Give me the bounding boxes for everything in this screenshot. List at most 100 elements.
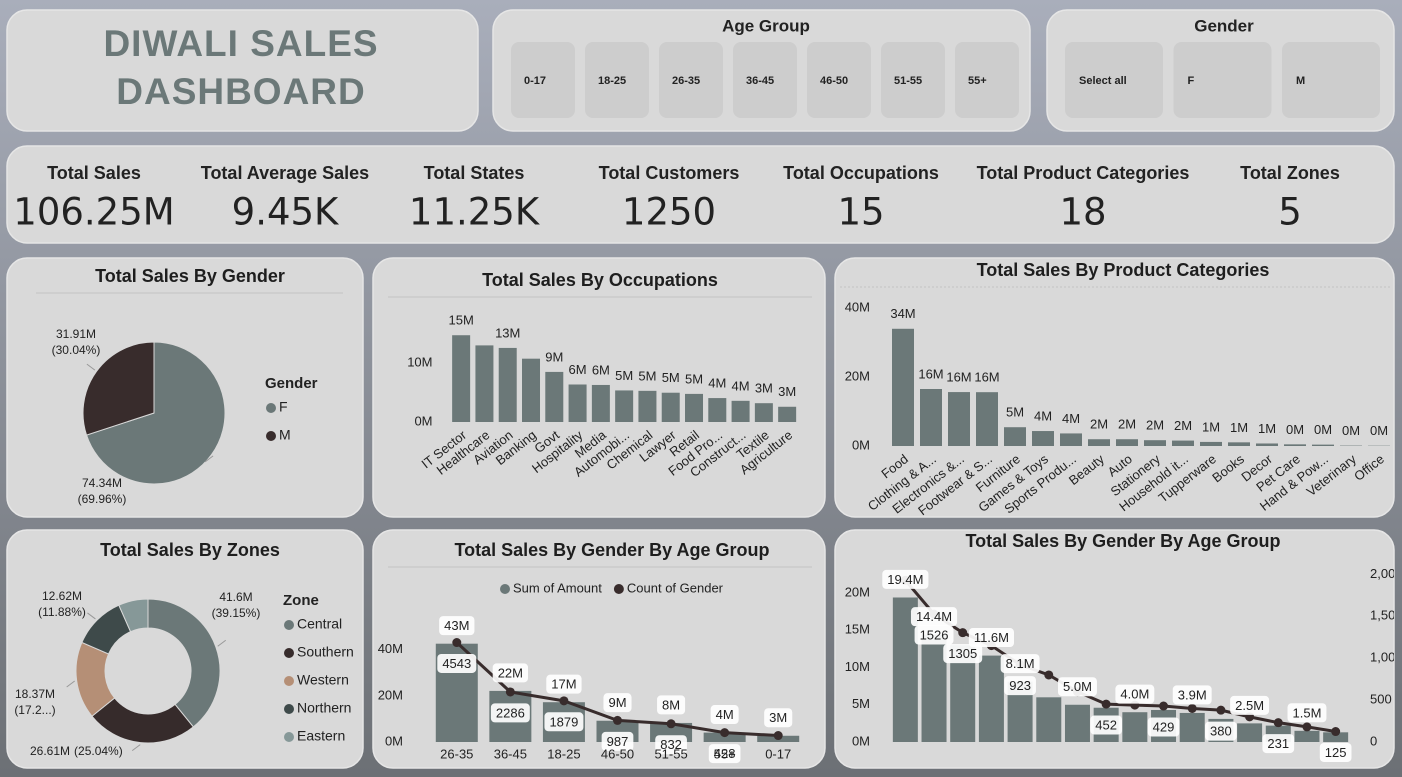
bar [892, 328, 914, 446]
data-label: 4M [1062, 411, 1080, 426]
slicer-button[interactable] [955, 42, 1019, 118]
slicer-button[interactable] [881, 42, 945, 118]
data-label: 987 [607, 734, 629, 749]
data-label: 2M [1090, 417, 1108, 432]
slicer-button[interactable] [733, 42, 797, 118]
bar [1032, 431, 1054, 446]
data-label: 380 [1210, 724, 1232, 739]
line-marker [1101, 699, 1111, 709]
data-label: 4M [1034, 408, 1052, 423]
slicer-option[interactable]: Select all [1079, 75, 1127, 87]
bar [703, 732, 746, 742]
data-label: 5M [1006, 405, 1024, 420]
percent-label: (39.15%) [212, 606, 261, 620]
percent-label: (30.04%) [52, 343, 101, 357]
data-label: 9M [545, 349, 563, 364]
slicer-button[interactable] [1065, 42, 1163, 118]
bar [615, 390, 634, 422]
legend-label: Western [297, 672, 349, 688]
data-label: 3M [755, 381, 773, 396]
data-label: 74.34M (69.96%) [78, 476, 127, 506]
slicer-option[interactable]: 51-55 [894, 75, 922, 87]
bar [1144, 440, 1166, 446]
clipped-chart: 0M 5M 10M 15M 20M 0 500 1,000 1,500 2,000 19.4M 14.… [845, 566, 1402, 762]
data-label: 17M [551, 677, 576, 692]
line-marker [1273, 718, 1283, 728]
bar [708, 398, 727, 422]
slicer-option[interactable]: 55+ [968, 75, 987, 87]
data-label: 1879 [549, 714, 578, 729]
slicer-button[interactable] [1282, 42, 1380, 118]
data-label: 6M [569, 362, 587, 377]
data-label: 832 [660, 737, 682, 752]
legend-swatch [613, 584, 624, 594]
data-label: 14.4M [916, 609, 952, 624]
kpi-value: 1250 [622, 191, 716, 234]
slicer-option[interactable]: 0-17 [524, 75, 546, 87]
slicer-button[interactable] [659, 42, 723, 118]
bar [638, 390, 657, 422]
value-label: 12.62M [42, 589, 82, 603]
legend-label: Eastern [297, 728, 345, 744]
line-marker [720, 728, 730, 738]
slicer-button[interactable] [807, 42, 871, 118]
slicer-button[interactable] [511, 42, 575, 118]
legend-label: Count of Gender [627, 580, 724, 595]
data-label: 15M [448, 313, 473, 328]
y-tick-label: 20M [845, 368, 870, 383]
legend-swatch [284, 676, 294, 686]
y-tick-label: 20M [378, 687, 403, 702]
y2-tick-label: 1,500 [1370, 608, 1402, 623]
leader-line [217, 639, 227, 647]
x-tick-label: 18-25 [547, 746, 580, 761]
label-box [1319, 742, 1352, 762]
legend-swatch [266, 431, 276, 441]
data-label: 923 [1009, 678, 1031, 693]
data-label: 5M [615, 368, 633, 383]
data-label: 4M [716, 707, 734, 722]
data-label: 2.5M [1235, 698, 1264, 713]
data-label: 0M [1342, 423, 1360, 438]
leader-line [131, 744, 141, 751]
bar [1116, 439, 1138, 446]
percent-label: (25.04%) [74, 744, 123, 758]
label-box [708, 744, 741, 764]
label-box [1230, 695, 1270, 715]
slice [82, 341, 155, 436]
legend-swatch [284, 732, 294, 742]
slicer-option[interactable]: F [1188, 75, 1195, 87]
slicer-option[interactable]: 26-35 [672, 75, 700, 87]
percent-label: (11.88%) [38, 605, 86, 619]
value-label: 41.6M [219, 590, 252, 604]
label-box [546, 674, 582, 694]
bar [754, 403, 773, 422]
leader-line [204, 455, 214, 463]
bar [778, 406, 797, 422]
data-label: 4.0M [1120, 687, 1149, 702]
data-label: 3M [778, 384, 796, 399]
x-tick-label: 51-55 [654, 746, 687, 761]
data-label: 9M [608, 695, 626, 710]
slicer-button[interactable] [1173, 42, 1272, 118]
legend-swatch [284, 620, 294, 630]
data-label: 5M [638, 368, 656, 383]
legend-label: Southern [297, 644, 354, 660]
legend-label: Sum of Amount [513, 580, 602, 595]
slicer-option[interactable]: 18-25 [598, 75, 626, 87]
slicer-button[interactable] [585, 42, 649, 118]
chart-title: Total Sales By Gender [95, 266, 285, 286]
data-label: 22M [498, 665, 523, 680]
bar [978, 655, 1004, 742]
slicer-title: Gender [1194, 16, 1254, 35]
data-label: 2286 [496, 705, 525, 720]
kpi-label: Total Zones [1240, 163, 1340, 183]
y-tick-label: 40M [845, 299, 870, 314]
slicer-option[interactable]: 36-45 [746, 75, 774, 87]
bar [1004, 427, 1026, 446]
line-marker [1044, 670, 1054, 680]
data-label: 1M [1230, 420, 1248, 435]
data-label: 0M [1314, 422, 1332, 437]
kpi-value: 11.25K [409, 191, 541, 234]
slicer-option[interactable]: 46-50 [820, 75, 848, 87]
slicer-option[interactable]: M [1296, 75, 1305, 87]
